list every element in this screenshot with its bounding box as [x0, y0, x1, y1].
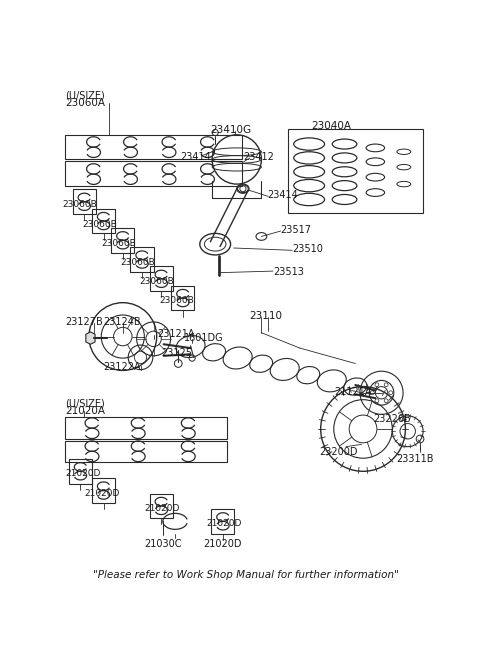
Text: 1601DG: 1601DG [184, 333, 224, 343]
Text: 23311B: 23311B [396, 455, 433, 464]
Text: (U/SIZE): (U/SIZE) [65, 90, 105, 100]
Text: 23121A: 23121A [157, 329, 195, 339]
Text: 21020D: 21020D [144, 504, 180, 514]
Text: 23412: 23412 [244, 152, 275, 162]
Text: 23124B: 23124B [104, 317, 141, 328]
Text: 23410G: 23410G [211, 125, 252, 135]
Text: 23125: 23125 [161, 348, 192, 358]
Text: "Please refer to Work Shop Manual for further information": "Please refer to Work Shop Manual for fu… [93, 570, 399, 580]
Text: 23060B: 23060B [82, 219, 117, 229]
Text: 23060B: 23060B [159, 296, 194, 305]
Text: 23127B: 23127B [65, 317, 103, 328]
Text: 23510: 23510 [292, 244, 323, 254]
Text: 23110: 23110 [249, 311, 282, 321]
Text: 21020D: 21020D [204, 539, 242, 549]
Text: 21020A: 21020A [65, 406, 105, 416]
Text: 21020D: 21020D [84, 489, 120, 498]
Text: 23414: 23414 [267, 190, 298, 200]
Text: 23517: 23517 [281, 225, 312, 235]
Text: 23040A: 23040A [312, 121, 351, 131]
Text: 23060B: 23060B [140, 277, 175, 286]
Text: 21121A: 21121A [335, 386, 372, 396]
Text: 23414: 23414 [180, 152, 211, 162]
Text: (U/SIZE): (U/SIZE) [65, 398, 105, 408]
Text: 23060B: 23060B [63, 200, 97, 209]
Text: 23060B: 23060B [101, 239, 136, 248]
Text: 23122A: 23122A [104, 362, 141, 372]
Text: 23200D: 23200D [319, 447, 358, 457]
Text: 23226B: 23226B [373, 413, 411, 424]
Text: 23060A: 23060A [65, 98, 105, 108]
Text: 21020D: 21020D [65, 469, 100, 478]
Text: 23513: 23513 [273, 267, 304, 277]
Polygon shape [86, 332, 95, 345]
Text: 21020D: 21020D [206, 519, 241, 528]
Text: 21030C: 21030C [144, 539, 182, 549]
Text: 23060B: 23060B [120, 258, 155, 267]
